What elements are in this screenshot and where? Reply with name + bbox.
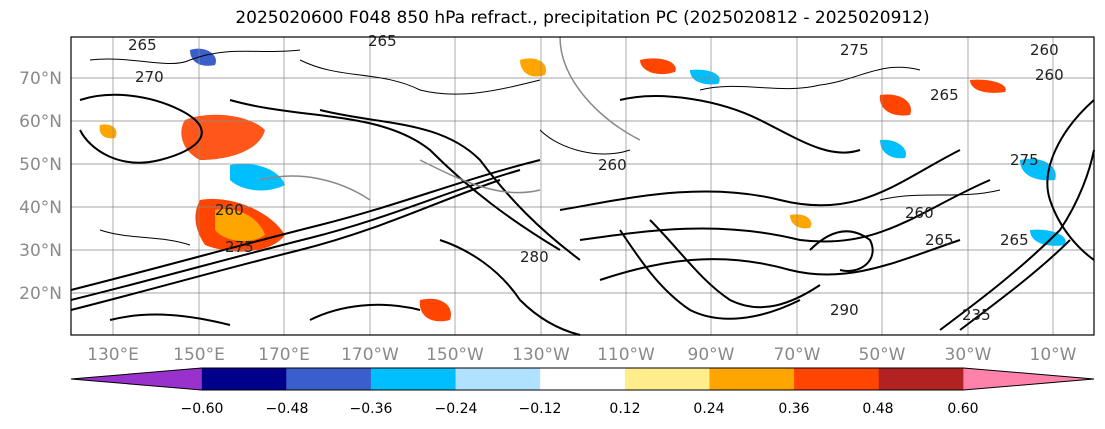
lon-label: 10°W bbox=[1030, 345, 1077, 365]
contour-label: 265 bbox=[368, 32, 397, 50]
contour-label: 275 bbox=[225, 238, 254, 256]
lon-label: 170°E bbox=[258, 345, 310, 365]
contour-label: 260 bbox=[1035, 66, 1064, 84]
colorbar-bin bbox=[624, 368, 710, 390]
contour-label: 265 bbox=[925, 231, 954, 249]
lon-label: 130°E bbox=[87, 345, 139, 365]
colorbar-extend-low bbox=[71, 368, 202, 390]
colorbar bbox=[70, 367, 1095, 391]
colorbar-bin bbox=[455, 368, 541, 390]
map-panel: 265 265 270 275 260 260 265 275 260 260 … bbox=[70, 32, 1095, 336]
longitude-labels: 130°E 150°E 170°E 170°W 150°W 130°W 110°… bbox=[87, 345, 1077, 365]
lat-label-50: 50°N bbox=[19, 155, 62, 175]
contour-label: 275 bbox=[1010, 151, 1039, 169]
colorbar-tick-label: −0.36 bbox=[350, 401, 393, 417]
colorbar-tick-label: −0.24 bbox=[435, 401, 478, 417]
colorbar-bin bbox=[794, 368, 880, 390]
contour-label: 265 bbox=[930, 86, 959, 104]
contour-label: 265 bbox=[1000, 231, 1029, 249]
colorbar-tick-label: −0.48 bbox=[266, 401, 309, 417]
contour-label: 235 bbox=[962, 306, 991, 324]
map-title: 2025020600 F048 850 hPa refract., precip… bbox=[235, 8, 930, 28]
contour-label: 260 bbox=[905, 204, 934, 222]
colorbar-tick-label: 0.60 bbox=[947, 401, 978, 417]
contour-label: 260 bbox=[215, 201, 244, 219]
lon-label: 170°W bbox=[341, 345, 399, 365]
lon-label: 110°W bbox=[597, 345, 655, 365]
lon-label: 30°W bbox=[945, 345, 992, 365]
contour-label: 265 bbox=[128, 36, 157, 54]
colorbar-tick-label: −0.60 bbox=[181, 401, 224, 417]
lat-label-40: 40°N bbox=[19, 198, 62, 218]
colorbar-bin bbox=[201, 368, 287, 390]
lat-label-70: 70°N bbox=[19, 69, 62, 89]
refractivity-contours bbox=[70, 93, 1095, 336]
colorbar-tick-label: 0.12 bbox=[609, 401, 640, 417]
colorbar-bin bbox=[878, 368, 964, 390]
lat-label-20: 20°N bbox=[19, 284, 62, 304]
colorbar-tick-label: 0.48 bbox=[862, 401, 893, 417]
colorbar-bin bbox=[370, 368, 457, 390]
contour-label: 280 bbox=[520, 248, 549, 266]
colorbar-outline bbox=[70, 367, 1095, 391]
lon-label: 150°E bbox=[173, 345, 225, 365]
lon-label: 50°W bbox=[859, 345, 906, 365]
graticule bbox=[71, 37, 1094, 335]
lon-label: 150°W bbox=[426, 345, 484, 365]
lat-label-60: 60°N bbox=[19, 112, 62, 132]
colorbar-ticks: −0.60 −0.48 −0.36 −0.24 −0.12 0.12 0.24 … bbox=[181, 401, 979, 417]
colorbar-tick-label: 0.24 bbox=[693, 401, 724, 417]
colorbar-bin bbox=[709, 368, 795, 390]
precip-shading bbox=[99, 48, 1066, 322]
colorbar-bin bbox=[540, 368, 626, 390]
colorbar-tick-label: 0.36 bbox=[778, 401, 809, 417]
contour-label: 270 bbox=[135, 68, 164, 86]
lat-label-30: 30°N bbox=[19, 241, 62, 261]
colorbar-tick-label: −0.12 bbox=[519, 401, 562, 417]
contour-labels: 265 265 270 275 260 260 265 275 260 260 … bbox=[128, 32, 1064, 324]
lon-label: 130°W bbox=[512, 345, 570, 365]
contour-label: 275 bbox=[840, 41, 869, 59]
lon-label: 90°W bbox=[688, 345, 735, 365]
latitude-labels: 70°N 60°N 50°N 40°N 30°N 20°N bbox=[19, 69, 62, 304]
colorbar-bin bbox=[286, 368, 372, 390]
contour-label: 260 bbox=[598, 156, 627, 174]
colorbar-extend-high bbox=[963, 368, 1094, 390]
contour-label: 290 bbox=[830, 301, 859, 319]
contour-label: 260 bbox=[1030, 41, 1059, 59]
lon-label: 70°W bbox=[774, 345, 821, 365]
